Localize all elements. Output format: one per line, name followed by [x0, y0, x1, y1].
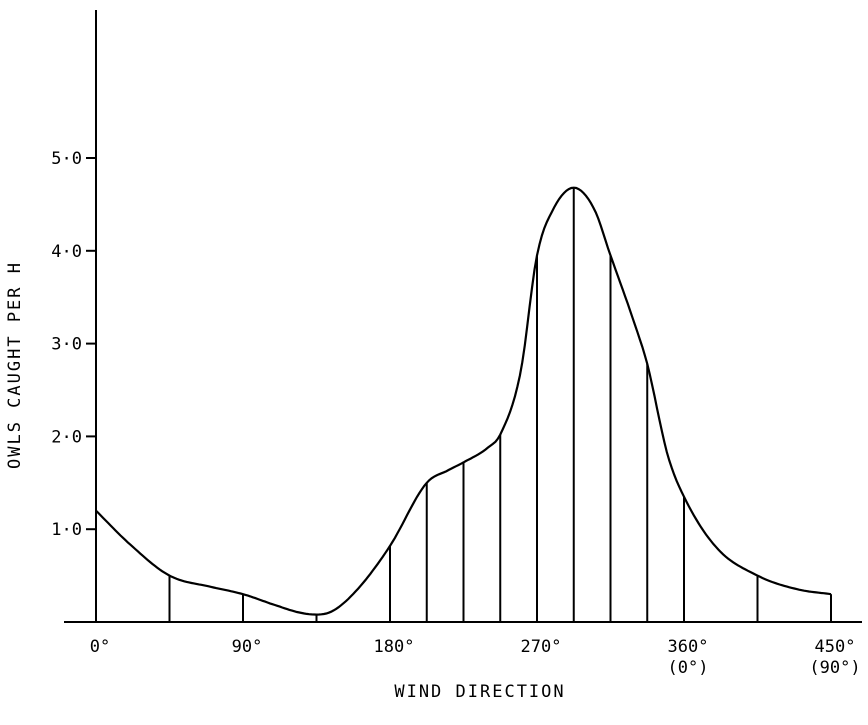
y-axis-title: OWLS CAUGHT PER H	[5, 261, 25, 469]
x-tick-label: 180°	[374, 637, 415, 657]
drop-lines	[95, 187, 832, 622]
x-tick-sublabel: (0°)	[668, 658, 709, 678]
x-tick-sublabel: (90°)	[809, 658, 860, 678]
y-tick-label: 2·0	[51, 427, 82, 447]
owls-caught-curve	[95, 186, 832, 616]
x-tick-label: 360°	[668, 637, 709, 657]
x-tick-label: 270°	[521, 637, 562, 657]
y-tick-label: 4·0	[51, 242, 82, 262]
y-tick-label: 3·0	[51, 335, 82, 355]
x-ticks: 0° 90° 180° 270° 360°(0°) 450°(90°)	[90, 637, 861, 678]
x-tick-label: 0°	[90, 637, 110, 657]
x-tick-label: 450°	[815, 637, 856, 657]
x-axis-title: WIND DIRECTION	[394, 682, 565, 702]
y-ticks: 1·0 2·0 3·0 4·0 5·0	[51, 149, 96, 540]
y-tick-label: 5·0	[51, 149, 82, 169]
y-tick-label: 1·0	[51, 520, 82, 540]
x-tick-label: 90°	[232, 637, 263, 657]
